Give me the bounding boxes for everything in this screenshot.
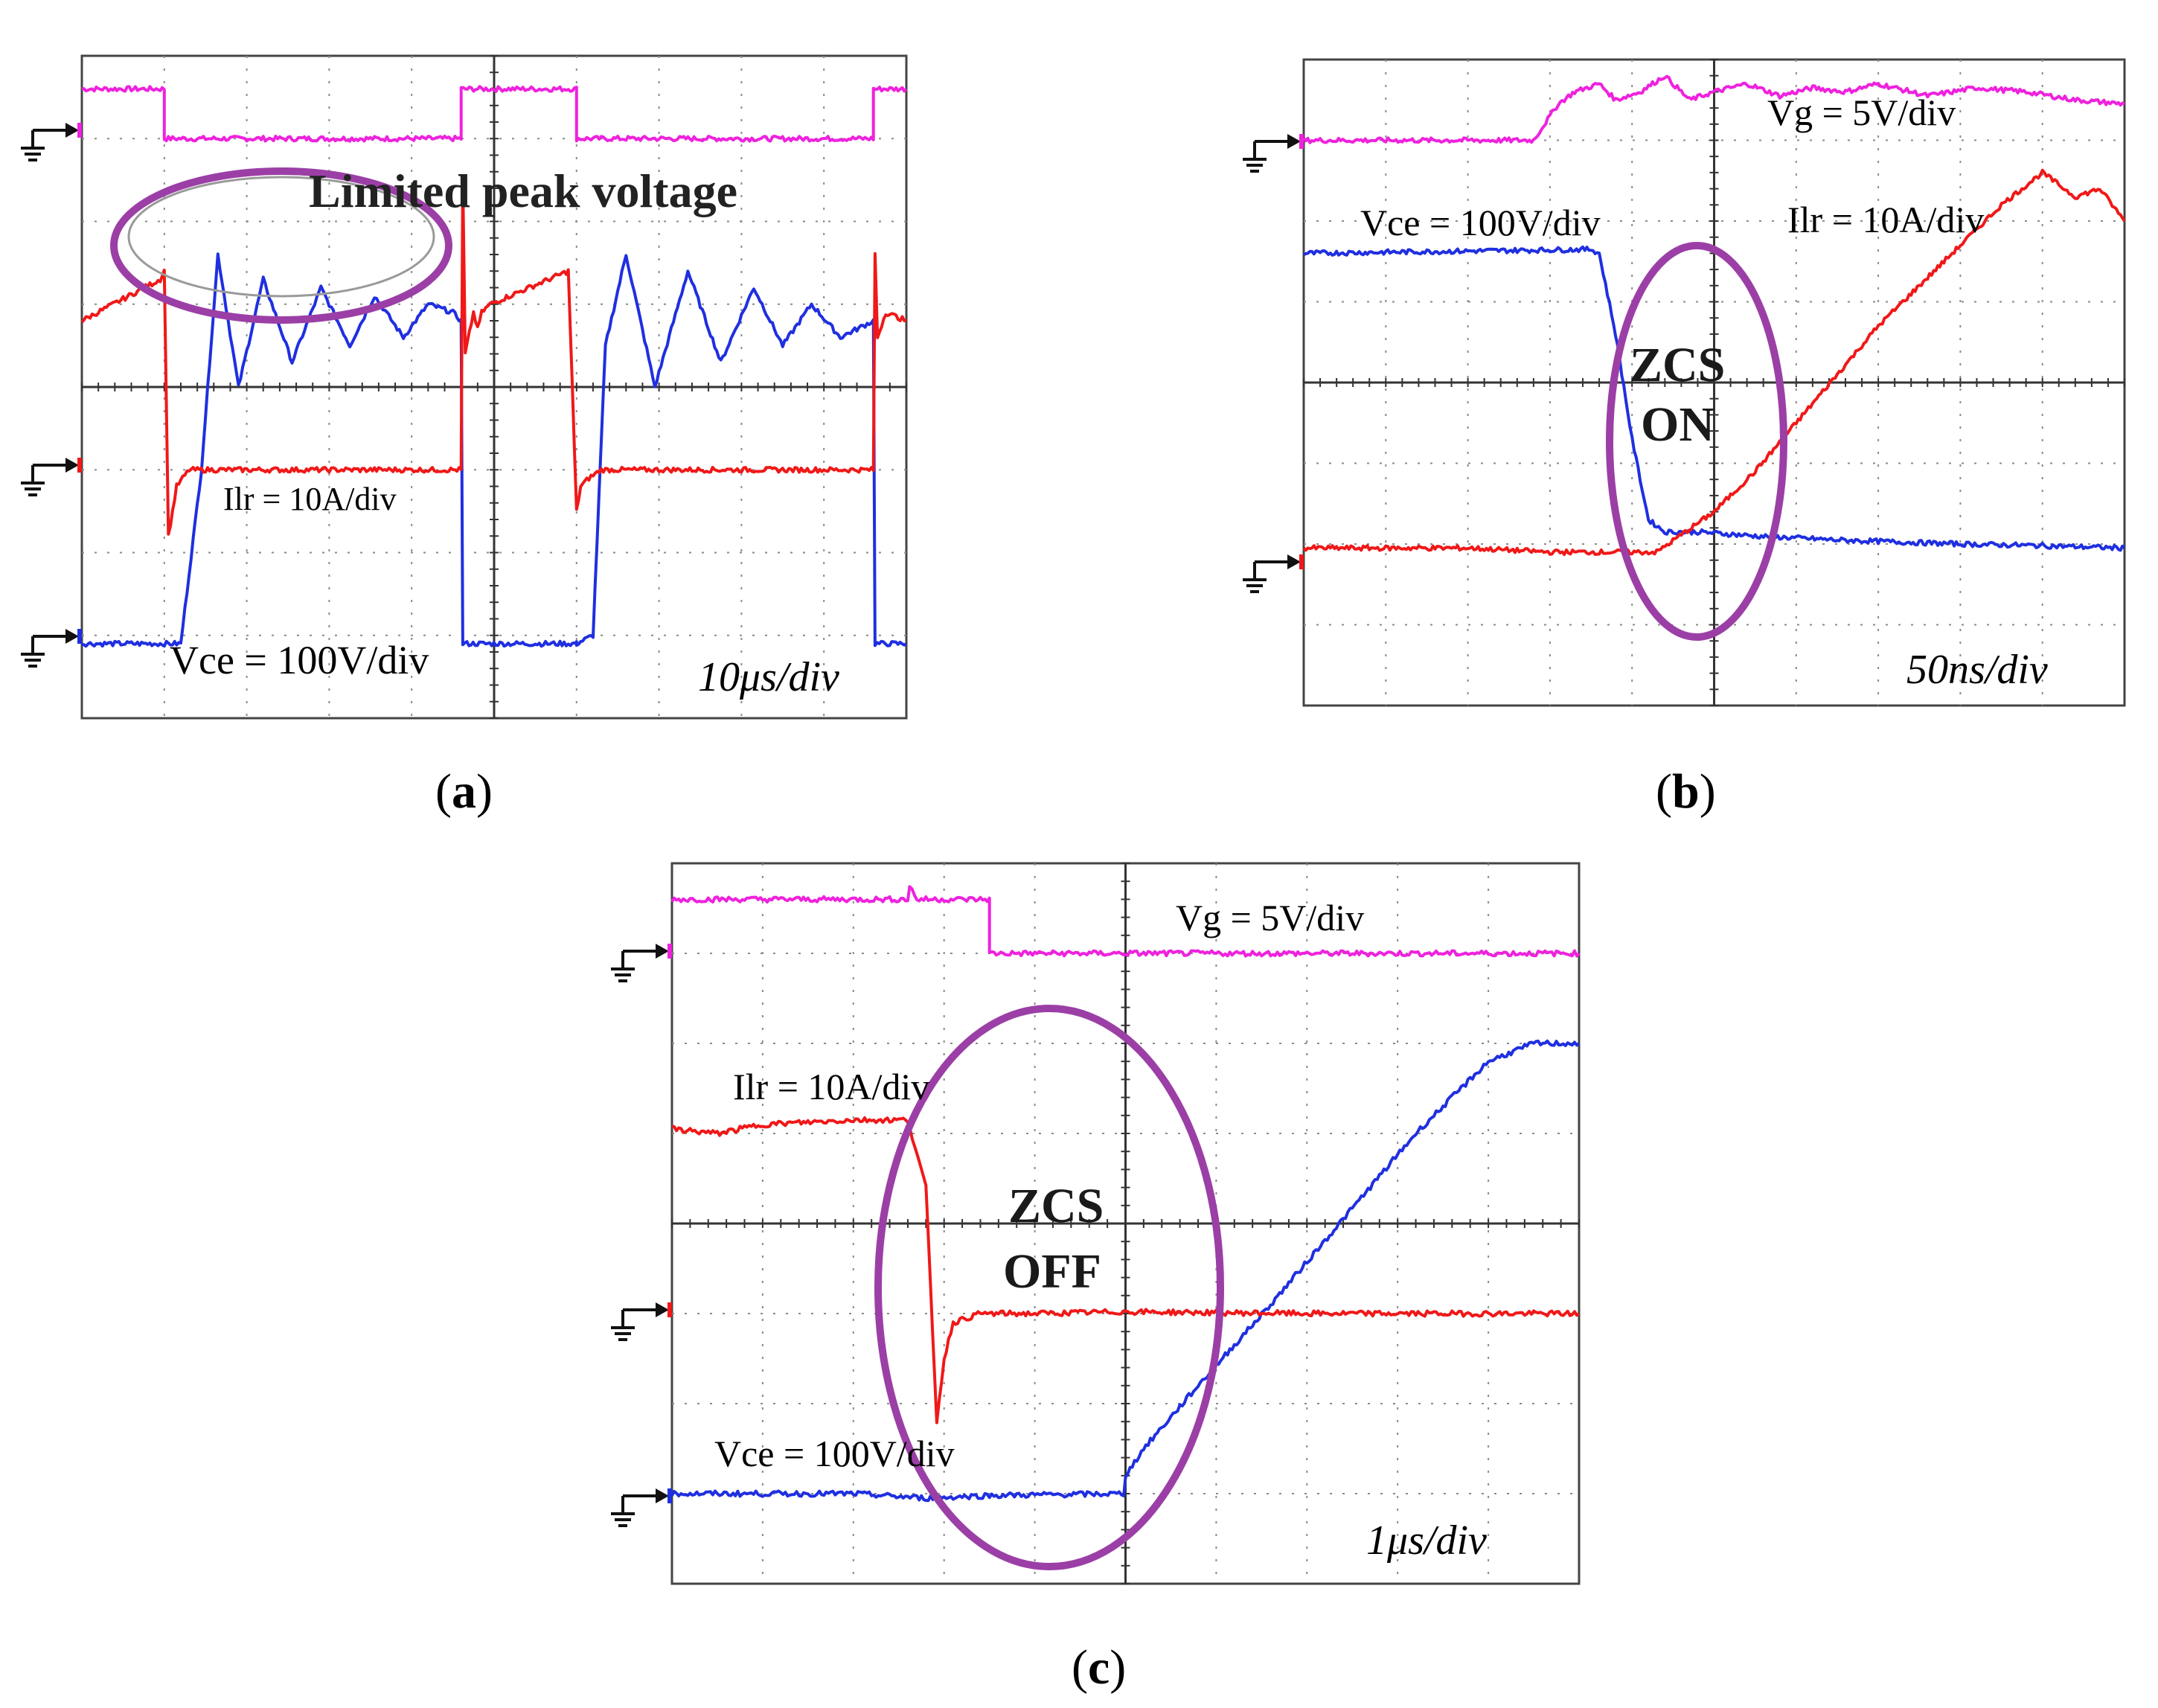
caption-c: (c) — [1072, 1640, 1126, 1695]
panel-c-timebase: 1μs/div — [1366, 1517, 1487, 1564]
panel-a-trace-vg — [81, 85, 908, 143]
panel-b-label-ilr: Ilr = 10A/div — [1787, 199, 1984, 240]
panel-a-trace-vce — [81, 252, 908, 648]
panel-b-label-vg: Vg = 5V/div — [1767, 92, 1956, 133]
panel-c-annotation-zcs: ZCS — [1008, 1179, 1104, 1233]
panel-a-ground-markers — [21, 123, 82, 668]
panel-a-highlight-ellipse-inner — [127, 176, 435, 298]
panel-b-traces — [1302, 74, 2126, 557]
panel-c-ground-markers — [611, 944, 672, 1527]
ground-marker-icon — [1243, 554, 1304, 593]
panel-b-trace-vg — [1302, 74, 2125, 144]
caption-b: (b) — [1656, 764, 1716, 819]
ground-marker-icon — [21, 629, 82, 668]
ground-marker-icon — [611, 1302, 672, 1341]
panel-a-label-vce: Vce = 100V/div — [170, 638, 429, 682]
panel-c-trace-ilr — [671, 1116, 1581, 1424]
panel-a-trace-ilr — [80, 177, 906, 536]
panel-c-label-ilr: Ilr = 10A/div — [733, 1066, 929, 1107]
panel-c-trace-vg — [670, 885, 1581, 958]
panel-a-label-ilr: Ilr = 10A/div — [223, 481, 397, 517]
panel-c-traces — [670, 885, 1581, 1503]
ground-marker-icon — [611, 944, 672, 982]
panel-a-traces — [80, 85, 908, 648]
panel-b-trace-vce — [1303, 245, 2126, 552]
panel-c-label-vce: Vce = 100V/div — [714, 1433, 955, 1474]
panel-b-annotation-on: ON — [1641, 397, 1714, 452]
scope-panel-a: Limited peak voltage Ilr = 10A/div Vce =… — [21, 54, 908, 720]
scope-panel-c: Vg = 5V/div Ilr = 10A/div Vce = 100V/div… — [611, 862, 1581, 1585]
panel-c-highlight-ellipse — [874, 1005, 1224, 1570]
panel-c-label-vg: Vg = 5V/div — [1176, 897, 1364, 938]
caption-c-letter: c — [1088, 1640, 1110, 1695]
ground-marker-icon — [21, 458, 82, 496]
panel-b-ground-markers — [1243, 134, 1304, 593]
panel-b-timebase: 50ns/div — [1906, 647, 2048, 693]
panel-a-highlight-ellipse — [110, 167, 452, 324]
ground-marker-icon — [21, 123, 82, 161]
ground-marker-icon — [1243, 134, 1304, 173]
caption-a-letter: a — [452, 764, 476, 819]
panel-b-trace-ilr — [1302, 168, 2126, 557]
caption-a: (a) — [435, 764, 493, 819]
panel-b-annotation-zcs: ZCS — [1630, 338, 1725, 392]
panel-b-label-vce: Vce = 100V/div — [1360, 202, 1601, 243]
panel-a-grid — [80, 54, 908, 720]
ground-marker-icon — [611, 1488, 672, 1527]
panel-c-trace-vce — [670, 1039, 1581, 1503]
panel-a-timebase: 10μs/div — [698, 654, 839, 700]
caption-b-letter: b — [1672, 764, 1700, 819]
panel-c-annotation-off: OFF — [1003, 1244, 1101, 1299]
scope-panel-b: Vg = 5V/div Vce = 100V/div Ilr = 10A/div… — [1243, 58, 2126, 707]
panel-b-highlight-ellipse — [1606, 242, 1787, 641]
panel-a-annotation-peak: Limited peak voltage — [309, 164, 737, 217]
